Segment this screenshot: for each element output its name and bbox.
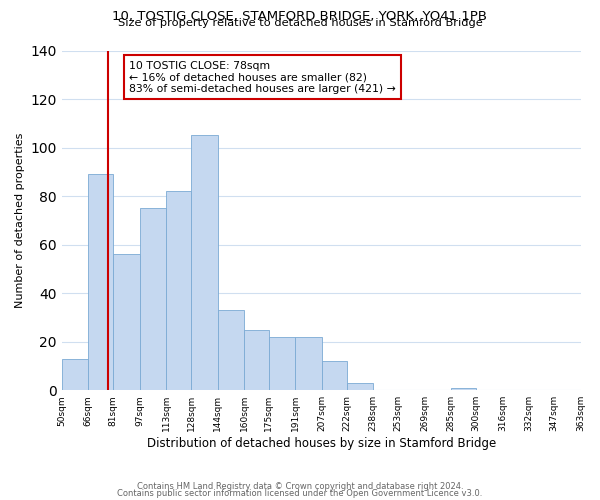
Bar <box>322 361 347 390</box>
Bar <box>113 254 140 390</box>
Text: Size of property relative to detached houses in Stamford Bridge: Size of property relative to detached ho… <box>118 18 482 28</box>
Bar <box>244 330 269 390</box>
Bar <box>166 191 191 390</box>
Bar <box>347 383 373 390</box>
Bar <box>295 337 322 390</box>
Text: 10 TOSTIG CLOSE: 78sqm
← 16% of detached houses are smaller (82)
83% of semi-det: 10 TOSTIG CLOSE: 78sqm ← 16% of detached… <box>129 60 396 94</box>
Bar <box>62 358 88 390</box>
X-axis label: Distribution of detached houses by size in Stamford Bridge: Distribution of detached houses by size … <box>146 437 496 450</box>
Bar <box>191 136 218 390</box>
Text: Contains public sector information licensed under the Open Government Licence v3: Contains public sector information licen… <box>118 489 482 498</box>
Bar <box>140 208 166 390</box>
Bar <box>88 174 113 390</box>
Bar <box>218 310 244 390</box>
Text: Contains HM Land Registry data © Crown copyright and database right 2024.: Contains HM Land Registry data © Crown c… <box>137 482 463 491</box>
Y-axis label: Number of detached properties: Number of detached properties <box>15 132 25 308</box>
Text: 10, TOSTIG CLOSE, STAMFORD BRIDGE, YORK, YO41 1PB: 10, TOSTIG CLOSE, STAMFORD BRIDGE, YORK,… <box>113 10 487 23</box>
Bar <box>269 337 295 390</box>
Bar <box>451 388 476 390</box>
